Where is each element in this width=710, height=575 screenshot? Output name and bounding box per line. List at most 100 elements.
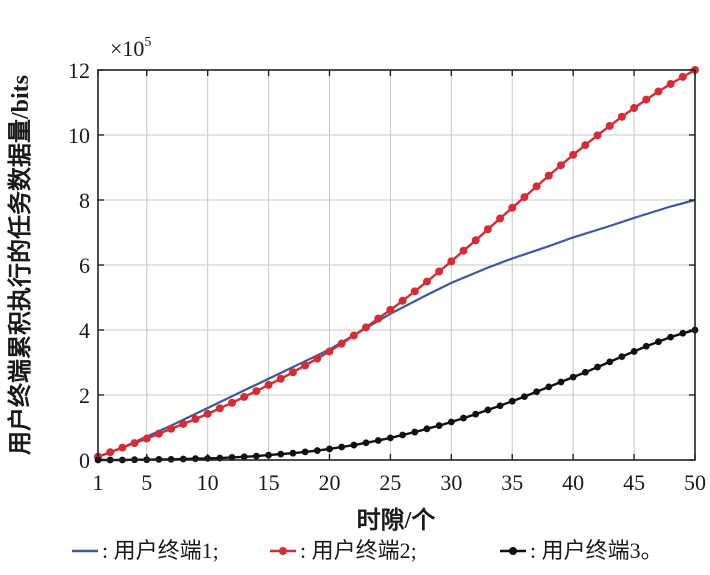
x-tick-label: 5 (141, 470, 152, 495)
series-2-point (532, 182, 541, 191)
series-3-point (423, 425, 431, 433)
series-2-point (325, 347, 334, 356)
series-3-point (350, 441, 358, 449)
series-3-point (606, 358, 614, 366)
series-2-point (191, 415, 200, 424)
y-tick-label: 2 (79, 383, 90, 408)
series-1-line (97, 198, 696, 458)
series-3-point (192, 455, 199, 463)
series-2-point (642, 95, 651, 104)
series-2-point (496, 214, 505, 223)
x-tick-label: 25 (379, 470, 401, 495)
series-2-point (228, 398, 237, 407)
legend-item-1: : 用户终端1; (72, 538, 219, 563)
series-2-point (301, 361, 310, 370)
legend-swatch-marker (509, 547, 517, 555)
y-tick-label: 10 (68, 123, 90, 148)
series-3-point (326, 445, 333, 453)
series-2-point (520, 193, 529, 202)
series-2-point (252, 387, 261, 396)
series-3-point (460, 414, 467, 422)
x-tick-label: 10 (197, 470, 219, 495)
legend-swatch-marker (279, 547, 287, 555)
series-2 (94, 66, 699, 461)
series-2-point (435, 267, 444, 276)
series-3-point (484, 406, 492, 414)
series-3-point (277, 450, 285, 458)
y-multiplier: ×105 (110, 35, 151, 61)
series-3-point (313, 447, 321, 454)
series-3-point (338, 443, 346, 451)
series-2-point (508, 203, 517, 212)
series-3-point (508, 397, 516, 405)
series-2-point (264, 380, 273, 389)
series-3-point (496, 402, 504, 410)
legend: : 用户终端1;: 用户终端2;: 用户终端3。 (72, 538, 663, 563)
series-3-point (594, 363, 601, 371)
series-3-point (679, 329, 687, 337)
series-2-point (459, 246, 468, 255)
legend-item-3: : 用户终端3。 (500, 538, 663, 563)
series-3 (94, 326, 699, 464)
series-2-point (118, 443, 127, 452)
y-axis-label: 用户终端累积执行的任务数据量/bits (6, 75, 34, 455)
series-3-point (655, 338, 662, 346)
series-2-point (410, 287, 419, 296)
x-tick-label: 1 (93, 470, 104, 495)
series-3-point (289, 449, 297, 457)
series-2-point (179, 419, 188, 428)
series-2-point (154, 429, 163, 438)
x-tick-label: 20 (318, 470, 340, 495)
series-2-point (544, 171, 553, 180)
series-2-line (97, 68, 696, 458)
series-3-point (228, 454, 236, 461)
series-2-point (288, 368, 297, 377)
series-2-point (106, 448, 115, 457)
series-3-point (618, 353, 626, 361)
y-tick-label: 8 (79, 188, 90, 213)
y-tick-label: 0 (79, 448, 90, 473)
series-2-point (666, 79, 675, 88)
series-2-point (276, 374, 285, 383)
series-2-point (362, 323, 371, 332)
series-3-point (447, 418, 455, 426)
series-3-point (521, 393, 528, 401)
series-3-point (240, 453, 248, 461)
series-2-point (581, 141, 590, 150)
series-2-point (483, 225, 492, 234)
series-3-point (399, 431, 406, 439)
series-2-point (142, 434, 151, 443)
x-tick-label: 35 (501, 470, 523, 495)
series-2-point (374, 314, 383, 323)
x-tick-label: 50 (684, 470, 706, 495)
x-tick-label: 45 (623, 470, 645, 495)
y-tick-label: 4 (79, 318, 90, 343)
series-2-point (167, 424, 176, 433)
series-2-point (556, 161, 565, 170)
series-2-point (447, 257, 456, 266)
series-2-point (593, 131, 602, 140)
series-group (94, 66, 699, 464)
series-2-point (605, 121, 614, 130)
series-3-point (374, 437, 382, 444)
x-tick-label: 15 (258, 470, 280, 495)
series-2-point (240, 392, 249, 401)
series-3-point (545, 383, 553, 391)
series-2-point (203, 409, 212, 418)
legend-label: : 用户终端1; (102, 538, 219, 563)
series-2-point (313, 354, 322, 363)
series-2-point (130, 439, 139, 448)
y-tick-label: 6 (79, 253, 90, 278)
x-tick-label: 40 (562, 470, 584, 495)
series-3-point (301, 448, 309, 456)
series-3-point (533, 388, 541, 396)
series-2-point (422, 277, 431, 286)
series-2-point (617, 112, 626, 121)
series-2-point (630, 104, 639, 113)
x-axis-label: 时隙/个 (357, 507, 437, 534)
series-3-point (252, 452, 260, 460)
series-1 (97, 198, 696, 458)
